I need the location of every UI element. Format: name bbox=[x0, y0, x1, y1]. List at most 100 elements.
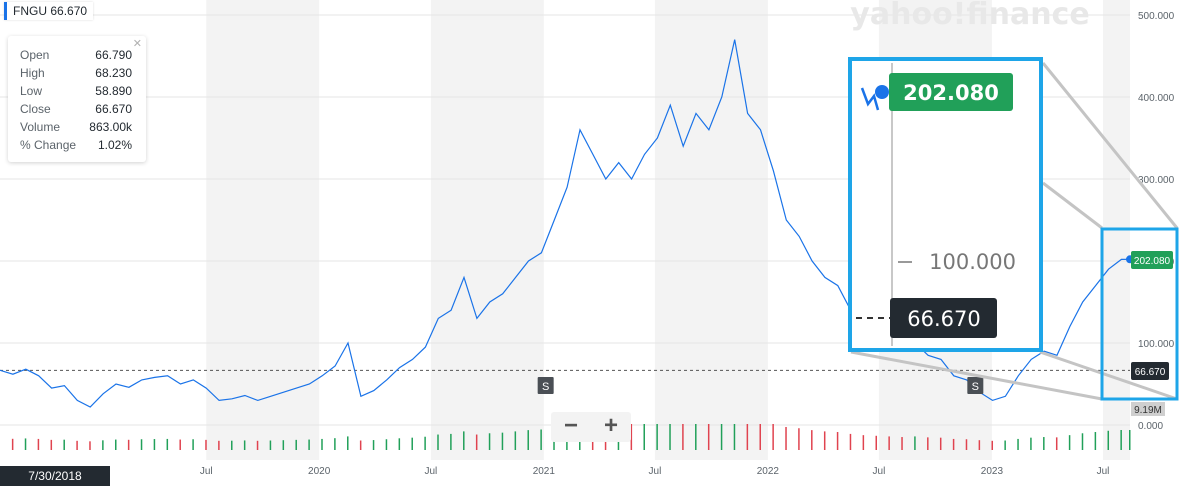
volume-bar bbox=[475, 434, 478, 450]
volume-bar bbox=[166, 438, 169, 450]
volume-bar bbox=[733, 424, 736, 450]
volume-bar bbox=[295, 439, 297, 450]
volume-bar bbox=[89, 441, 91, 450]
y-tick-label: 400.000 bbox=[1138, 93, 1175, 104]
volume-bar bbox=[798, 428, 800, 450]
volume-bar bbox=[321, 438, 323, 450]
volume-bar bbox=[643, 424, 645, 450]
period-band bbox=[206, 0, 320, 460]
volume-bar bbox=[514, 431, 517, 450]
x-tick-label: 2020 bbox=[308, 466, 331, 477]
volume-bar bbox=[1094, 432, 1097, 450]
volume-bar bbox=[772, 424, 774, 450]
volume-bar bbox=[630, 424, 633, 450]
zoom-out-button[interactable]: − bbox=[563, 412, 578, 439]
ohlc-row-close: Close 66.670 bbox=[20, 100, 132, 118]
ohlc-label: Low bbox=[20, 84, 43, 98]
zoom-source-box bbox=[1100, 227, 1179, 401]
volume-bar bbox=[37, 438, 40, 450]
volume-bar bbox=[746, 424, 749, 450]
volume-bar bbox=[1081, 433, 1084, 450]
volume-bar bbox=[1129, 429, 1131, 450]
volume-bar bbox=[1120, 430, 1122, 450]
callout-connector-top bbox=[1041, 62, 1179, 229]
magnifier-callout: 202.080 100.000 66.670 bbox=[848, 57, 1179, 401]
ohlc-value: 66.790 bbox=[95, 48, 132, 62]
last-price-label-bg bbox=[1131, 251, 1173, 269]
magnifier-last-dot bbox=[875, 85, 889, 99]
ohlc-row-high: High 68.230 bbox=[20, 64, 132, 82]
volume-bar bbox=[720, 424, 723, 450]
symbol-indicator[interactable]: FNGU 66.670 bbox=[4, 2, 94, 20]
volume-bar bbox=[1068, 435, 1071, 450]
callout-connector-mid bbox=[1042, 181, 1103, 230]
callout-connector-bottom-left bbox=[850, 350, 1103, 401]
volume-bar bbox=[269, 440, 272, 450]
volume-bar bbox=[1017, 438, 1019, 450]
volume-bar bbox=[437, 434, 439, 450]
volume-bar bbox=[334, 438, 336, 450]
magnifier-tick-label: 100.000 bbox=[929, 250, 1016, 274]
ohlc-label: Volume bbox=[20, 120, 61, 134]
volume-bar bbox=[978, 440, 981, 450]
ohlc-row-change: % Change 1.02% bbox=[20, 136, 132, 154]
magnifier-last-price-bg bbox=[889, 73, 1013, 111]
volume-bar bbox=[927, 437, 929, 450]
y-tick-label: 300.000 bbox=[1138, 175, 1175, 186]
volume-bar bbox=[540, 429, 542, 450]
volume-bar bbox=[153, 439, 156, 450]
zoom-controls: − + bbox=[551, 412, 631, 442]
x-tick-label: Jul bbox=[200, 466, 213, 477]
volume-bar bbox=[1107, 430, 1110, 450]
last-price-label: 202.080 bbox=[1134, 256, 1171, 267]
volume-bar bbox=[785, 426, 787, 450]
volume-bar bbox=[218, 440, 220, 450]
volume-bar bbox=[1055, 437, 1058, 450]
ohlc-row-low: Low 58.890 bbox=[20, 82, 132, 100]
magnifier-ref-price-bg bbox=[890, 298, 997, 338]
magnifier-ref-price: 66.670 bbox=[907, 307, 980, 331]
price-series-line bbox=[0, 39, 1131, 408]
volume-bar bbox=[372, 440, 375, 450]
reference-price-label: 66.670 bbox=[1135, 367, 1166, 378]
split-marker-label: S bbox=[972, 381, 979, 393]
volume-bar bbox=[1030, 437, 1032, 450]
ohlc-label: Close bbox=[20, 102, 51, 116]
split-marker-bg bbox=[537, 377, 554, 394]
ticker-price: 66.670 bbox=[50, 4, 88, 18]
x-tick-label: Jul bbox=[1097, 466, 1110, 477]
close-icon[interactable]: ✕ bbox=[132, 38, 142, 50]
volume-bar bbox=[939, 437, 942, 450]
volume-bar bbox=[102, 440, 104, 450]
volume-bar bbox=[24, 438, 27, 450]
volume-bar bbox=[823, 431, 826, 450]
volume-bar bbox=[759, 424, 761, 450]
callout-connector-bottom bbox=[1039, 350, 1178, 401]
x-tick-label: Jul bbox=[873, 466, 886, 477]
ohlc-row-open: Open 66.790 bbox=[20, 46, 132, 64]
ohlc-row-volume: Volume 863.00k bbox=[20, 118, 132, 136]
volume-bar bbox=[347, 436, 349, 450]
volume-bar bbox=[1004, 440, 1006, 450]
volume-bar bbox=[836, 432, 839, 450]
volume-bar bbox=[501, 432, 504, 450]
volume-bar bbox=[411, 437, 413, 450]
period-band bbox=[430, 0, 544, 460]
volume-bar bbox=[991, 440, 994, 450]
volume-bar bbox=[1043, 437, 1045, 450]
volume-bar bbox=[450, 433, 452, 450]
volume-bar bbox=[115, 439, 117, 450]
volume-bar bbox=[205, 439, 207, 450]
x-axis: Jul 2020 Jul 2021 Jul 2022 Jul 2023 Jul bbox=[200, 466, 1110, 477]
volume-bar bbox=[256, 440, 259, 450]
split-marker-bg bbox=[967, 377, 984, 394]
reference-price-label-bg bbox=[1131, 362, 1169, 380]
magnifier-last-price: 202.080 bbox=[903, 81, 999, 105]
zoom-in-button[interactable]: + bbox=[603, 412, 618, 439]
ohlc-tooltip: ✕ Open 66.790 High 68.230 Low 58.890 Clo… bbox=[8, 36, 146, 162]
period-band bbox=[654, 0, 768, 460]
x-tick-label: Jul bbox=[649, 466, 662, 477]
volume-bar bbox=[231, 440, 233, 450]
